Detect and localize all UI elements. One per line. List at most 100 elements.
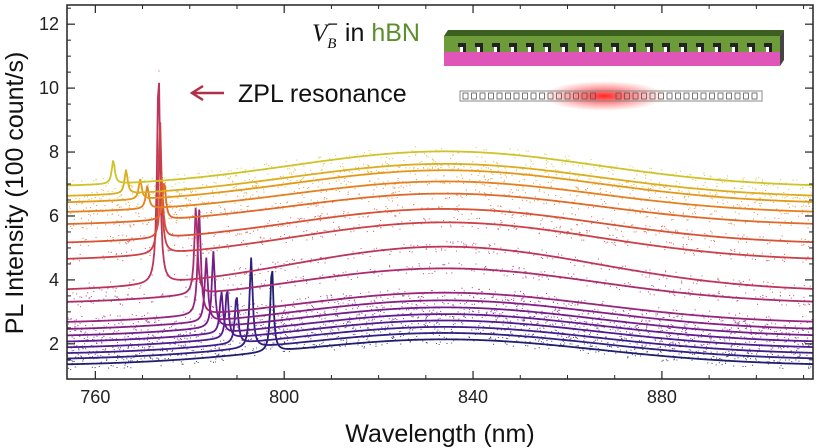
plot-frame [66,4,814,380]
spectrum-5-line [67,291,813,343]
spectrum-16-line [67,162,813,197]
spectrum-2-line [67,257,813,360]
defect-site-light [613,47,616,52]
data-scatter-layer [67,70,813,371]
y-tick-label-8: 8 [49,142,59,162]
defect-site-light [528,47,531,52]
defect-site-light [562,47,565,52]
spectrum-3-line [67,297,813,354]
cavity-hole [649,92,656,100]
spectrum-6-line [67,251,813,337]
host-material: hBN [371,19,420,47]
cavity-hole [573,92,579,100]
spectrum-11-line [67,122,813,260]
defect-symbol: V [312,20,330,47]
cavity-hole [590,92,596,100]
cavity-hole [683,92,690,100]
defect-superscript: − [327,14,338,34]
y-axis-title: PL Intensity (100 count/s) [1,52,29,335]
defect-site-light [630,47,633,52]
defect-site-light [596,47,599,52]
fit-lines-layer [67,82,813,366]
cavity-hole [522,92,528,100]
cavity-hole [700,92,707,100]
defect-site-light [647,47,650,52]
zpl-arrow-head [189,84,204,102]
spectrum-8-points [67,213,813,328]
cavity-hole [513,92,520,100]
defect-site-light [715,47,718,52]
axis-ticks: 760 800 840 880 2 4 6 8 10 12 [39,5,813,407]
cavity-hole [726,92,732,100]
cavity-hole [556,92,562,100]
cavity-mode-glow [542,81,666,111]
defect-site-light [766,47,769,52]
cavity-hole [530,92,537,100]
cavity-hole [743,92,749,100]
y-tick-label-2: 2 [49,334,59,354]
x-tick-label-800: 800 [269,387,299,407]
cavity-hole [471,92,477,100]
cavity-hole [462,92,469,100]
spectrum-4-line [67,290,813,349]
cavity-hole [505,92,511,100]
cavity-holes [462,92,758,100]
spectrum-14-line [67,180,813,213]
defect-array [458,43,772,52]
defect-subscript: B [327,36,336,52]
spectrum-1-line [67,270,813,366]
spectrum-15-points [67,164,811,207]
cavity-hole [479,92,486,100]
cavity-hole [564,92,571,100]
defect-site-light [681,47,684,52]
cavity-hole [666,92,673,100]
cavity-hole [632,92,639,100]
y-tick-label-4: 4 [49,270,59,290]
spectrum-7-line [67,257,813,330]
cavity-hole [615,92,622,100]
defect-site-light [460,47,463,52]
cavity-hole [581,92,588,100]
defect-site-light [545,47,548,52]
spectrum-17-points [68,146,813,191]
cavity-hole [709,92,715,100]
defect-site-light [494,47,497,52]
zpl-annotation: ZPL resonance [189,80,407,108]
spectrum-9-line [67,207,813,303]
spectrum-12-line [67,174,813,244]
defect-site-light [477,47,480,52]
cavity-hole [658,92,664,100]
hbn-slab-illustration [444,30,784,66]
cavity-hole [751,92,758,100]
photonic-cavity-illustration [459,81,763,111]
spectrum-17-line [67,150,813,187]
cavity-hole [641,92,647,100]
y-tick-label-6: 6 [49,206,59,226]
inset-title: VB − in hBN [312,14,420,52]
spectrum-4-points [67,310,811,353]
spectrum-6-points [69,281,810,341]
defect-site-light [664,47,667,52]
x-tick-label-880: 880 [647,387,677,407]
cavity-hole [734,92,741,100]
cavity-hole [692,92,698,100]
spectrum-13-line [67,182,813,225]
cavity-hole [488,92,494,100]
cavity-hole [675,92,681,100]
defect-site-light [579,47,582,52]
inset-in-text: in [338,19,371,47]
cavity-hole [624,92,630,100]
cavity-hole [496,92,503,100]
zpl-label: ZPL resonance [238,80,407,108]
cavity-hole [539,92,545,100]
cavity-hole [717,92,724,100]
x-tick-label-760: 760 [80,387,110,407]
x-axis-title: Wavelength (nm) [345,420,534,448]
y-tick-label-12: 12 [39,14,59,34]
defect-site-light [749,47,752,52]
spectrum-10-line [67,82,813,291]
cavity-hole [547,92,554,100]
spectrum-8-line [67,209,813,323]
defect-site-light [698,47,701,52]
y-tick-label-10: 10 [39,78,59,98]
